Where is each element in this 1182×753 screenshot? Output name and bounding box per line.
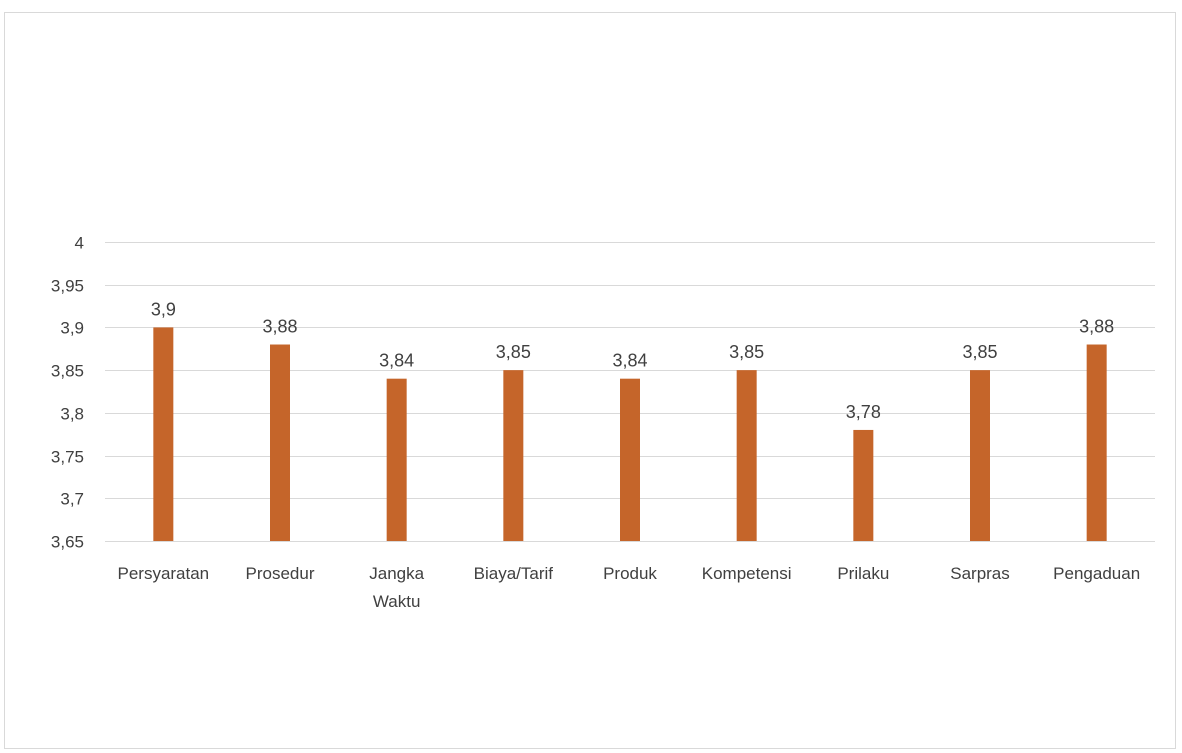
data-label: 3,78 xyxy=(846,402,881,422)
y-tick-label: 3,8 xyxy=(60,405,84,424)
bars xyxy=(153,327,1107,541)
data-label: 3,85 xyxy=(496,342,531,362)
bar xyxy=(1086,344,1107,541)
bar xyxy=(620,378,640,541)
y-tick-label: 3,7 xyxy=(60,490,84,509)
bar xyxy=(853,429,874,541)
data-label: 3,88 xyxy=(1079,317,1114,337)
bar xyxy=(970,370,990,541)
x-category-label: Pengaduan xyxy=(1053,564,1140,583)
bar xyxy=(736,370,757,541)
x-category-label: Persyaratan xyxy=(117,564,209,583)
x-category-label: Prilaku xyxy=(837,564,889,583)
y-axis-ticks: 3,65 3,7 3,75 3,8 3,85 3,9 3,95 4 xyxy=(51,234,84,552)
y-tick-label: 3,9 xyxy=(60,319,84,338)
x-category-label: Waktu xyxy=(373,592,421,611)
x-category-label: Prosedur xyxy=(246,564,315,583)
x-category-label: Produk xyxy=(603,564,657,583)
x-category-label: Sarpras xyxy=(950,564,1010,583)
data-label: 3,84 xyxy=(379,351,414,371)
x-category-label: Jangka xyxy=(369,564,424,583)
data-label: 3,85 xyxy=(962,342,997,362)
y-tick-label: 3,85 xyxy=(51,362,84,381)
bar xyxy=(153,327,174,541)
data-label: 3,9 xyxy=(151,299,176,319)
x-axis-categories: Persyaratan Prosedur Jangka Waktu Biaya/Tari… xyxy=(117,564,1140,611)
bar xyxy=(386,378,407,541)
y-tick-label: 4 xyxy=(75,234,84,253)
y-tick-label: 3,65 xyxy=(51,533,84,552)
x-category-label: Kompetensi xyxy=(702,564,792,583)
data-labels: 3,9 3,88 3,84 3,85 3,84 3,85 3,78 3,85 3,88 xyxy=(151,299,1114,422)
bar xyxy=(270,344,290,541)
data-label: 3,88 xyxy=(262,317,297,337)
y-tick-label: 3,75 xyxy=(51,448,84,467)
data-label: 3,84 xyxy=(612,351,647,371)
x-category-label: Biaya/Tarif xyxy=(474,564,554,583)
y-tick-label: 3,95 xyxy=(51,277,84,296)
data-label: 3,85 xyxy=(729,342,764,362)
bar xyxy=(503,370,524,541)
